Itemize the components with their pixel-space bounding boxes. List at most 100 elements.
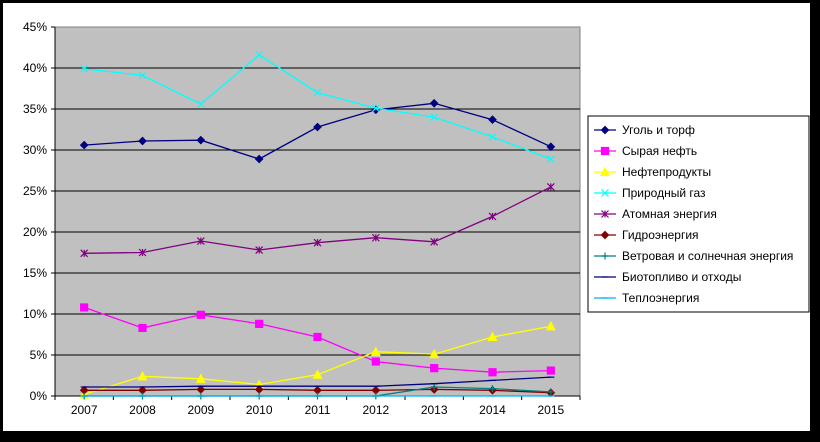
data-point <box>546 155 555 163</box>
data-point <box>488 115 497 125</box>
data-point <box>313 238 322 247</box>
data-point <box>546 366 555 375</box>
data-point <box>371 233 380 242</box>
data-point <box>546 142 556 152</box>
legend-item: Ветровая и солнечная энергия <box>594 249 793 263</box>
data-point <box>371 357 380 366</box>
data-point <box>313 88 322 97</box>
x-tick-label: 2012 <box>362 403 389 417</box>
y-tick-label: 5% <box>30 348 48 362</box>
legend-marker <box>601 210 609 218</box>
data-point <box>430 113 439 122</box>
data-point <box>488 132 497 141</box>
legend-box <box>587 115 810 313</box>
data-point <box>429 348 440 359</box>
chart-area: 0% 5% 10% 15% 20% 25% 30% 35% 40% 45% 2007 2008 200… <box>3 3 810 431</box>
y-tick-label: 30% <box>23 143 47 157</box>
data-point <box>196 100 205 109</box>
data-point <box>430 383 438 391</box>
legend: Уголь и торф Сырая нефть Нефтепродукты Прир… <box>594 123 793 305</box>
x-tick-label: 2009 <box>187 403 214 417</box>
series-4 <box>80 50 555 163</box>
data-point <box>371 104 380 113</box>
y-tick-label: 10% <box>23 307 47 321</box>
data-point <box>80 64 89 73</box>
data-point <box>195 373 206 383</box>
series-group <box>79 50 556 400</box>
legend-label: Гидроэнергия <box>622 228 699 242</box>
data-point <box>196 310 205 319</box>
x-tick-label: 2011 <box>305 403 331 417</box>
series-2 <box>80 303 555 377</box>
data-point <box>429 98 439 108</box>
x-tick-label: 2014 <box>479 403 506 417</box>
legend-marker <box>601 189 609 197</box>
data-point <box>138 323 147 333</box>
legend-label: Сырая нефть <box>622 144 697 158</box>
data-point <box>488 212 497 221</box>
legend-marker <box>600 146 610 156</box>
legend-marker <box>600 125 610 135</box>
y-tick-label: 0% <box>30 389 48 403</box>
data-point <box>80 303 89 312</box>
data-point <box>313 332 322 342</box>
data-point <box>255 50 264 59</box>
legend-item: Природный газ <box>594 186 706 200</box>
legend-label: Природный газ <box>622 186 706 200</box>
series-5 <box>80 182 555 258</box>
data-point <box>430 237 439 246</box>
legend-item: Сырая нефть <box>594 144 697 158</box>
legend-label: Уголь и торф <box>622 123 695 137</box>
data-point <box>196 135 206 145</box>
y-tick-label: 25% <box>23 184 47 198</box>
x-tick-label: 2013 <box>421 403 448 417</box>
data-point <box>255 319 264 328</box>
y-tick-label: 15% <box>23 266 47 280</box>
data-point <box>488 368 497 377</box>
legend-label: Ветровая и солнечная энергия <box>622 249 793 263</box>
legend-item: Биотопливо и отходы <box>594 270 741 284</box>
data-point <box>138 248 147 257</box>
y-tick-label: 40% <box>23 61 47 75</box>
legend-item: Теплоэнергия <box>594 291 699 305</box>
legend-label: Биотопливо и отходы <box>622 270 741 284</box>
data-point <box>430 364 439 373</box>
data-point <box>545 321 556 331</box>
data-point <box>547 388 555 396</box>
legend-marker <box>601 252 609 260</box>
data-point <box>487 331 498 342</box>
legend-item: Нефтепродукты <box>594 165 711 179</box>
legend-marker <box>600 230 610 240</box>
x-tick-label: 2010 <box>246 403 273 417</box>
data-point <box>255 246 264 254</box>
data-point <box>79 140 89 150</box>
y-tick-label: 35% <box>23 102 47 116</box>
series-8 <box>80 376 555 388</box>
legend-item: Гидроэнергия <box>594 228 699 242</box>
data-point <box>137 371 148 381</box>
data-point <box>196 237 205 245</box>
data-point <box>313 122 322 132</box>
data-point <box>254 154 264 164</box>
data-point <box>138 136 147 146</box>
line-chart: 0% 5% 10% 15% 20% 25% 30% 35% 40% 45% 2007 2008 200… <box>23 20 810 417</box>
x-tick-label: 2008 <box>129 403 156 417</box>
legend-label: Атомная энергия <box>622 207 717 221</box>
data-point <box>489 385 496 393</box>
data-point <box>546 182 555 191</box>
legend-item: Атомная энергия <box>594 207 717 221</box>
y-axis-ticks: 0% 5% 10% 15% 20% 25% 30% 35% 40% 45% <box>23 20 56 403</box>
data-point <box>312 369 323 379</box>
gridlines <box>55 67 580 356</box>
legend-label: Теплоэнергия <box>622 291 699 305</box>
data-point <box>138 71 147 80</box>
x-tick-label: 2015 <box>537 403 564 417</box>
data-point <box>370 346 381 356</box>
data-point <box>80 249 89 258</box>
legend-label: Нефтепродукты <box>622 165 711 179</box>
y-tick-label: 20% <box>23 225 47 239</box>
series-1 <box>79 98 556 164</box>
x-tick-label: 2007 <box>71 403 98 417</box>
legend-marker <box>600 166 610 177</box>
legend-item: Уголь и торф <box>594 123 695 137</box>
